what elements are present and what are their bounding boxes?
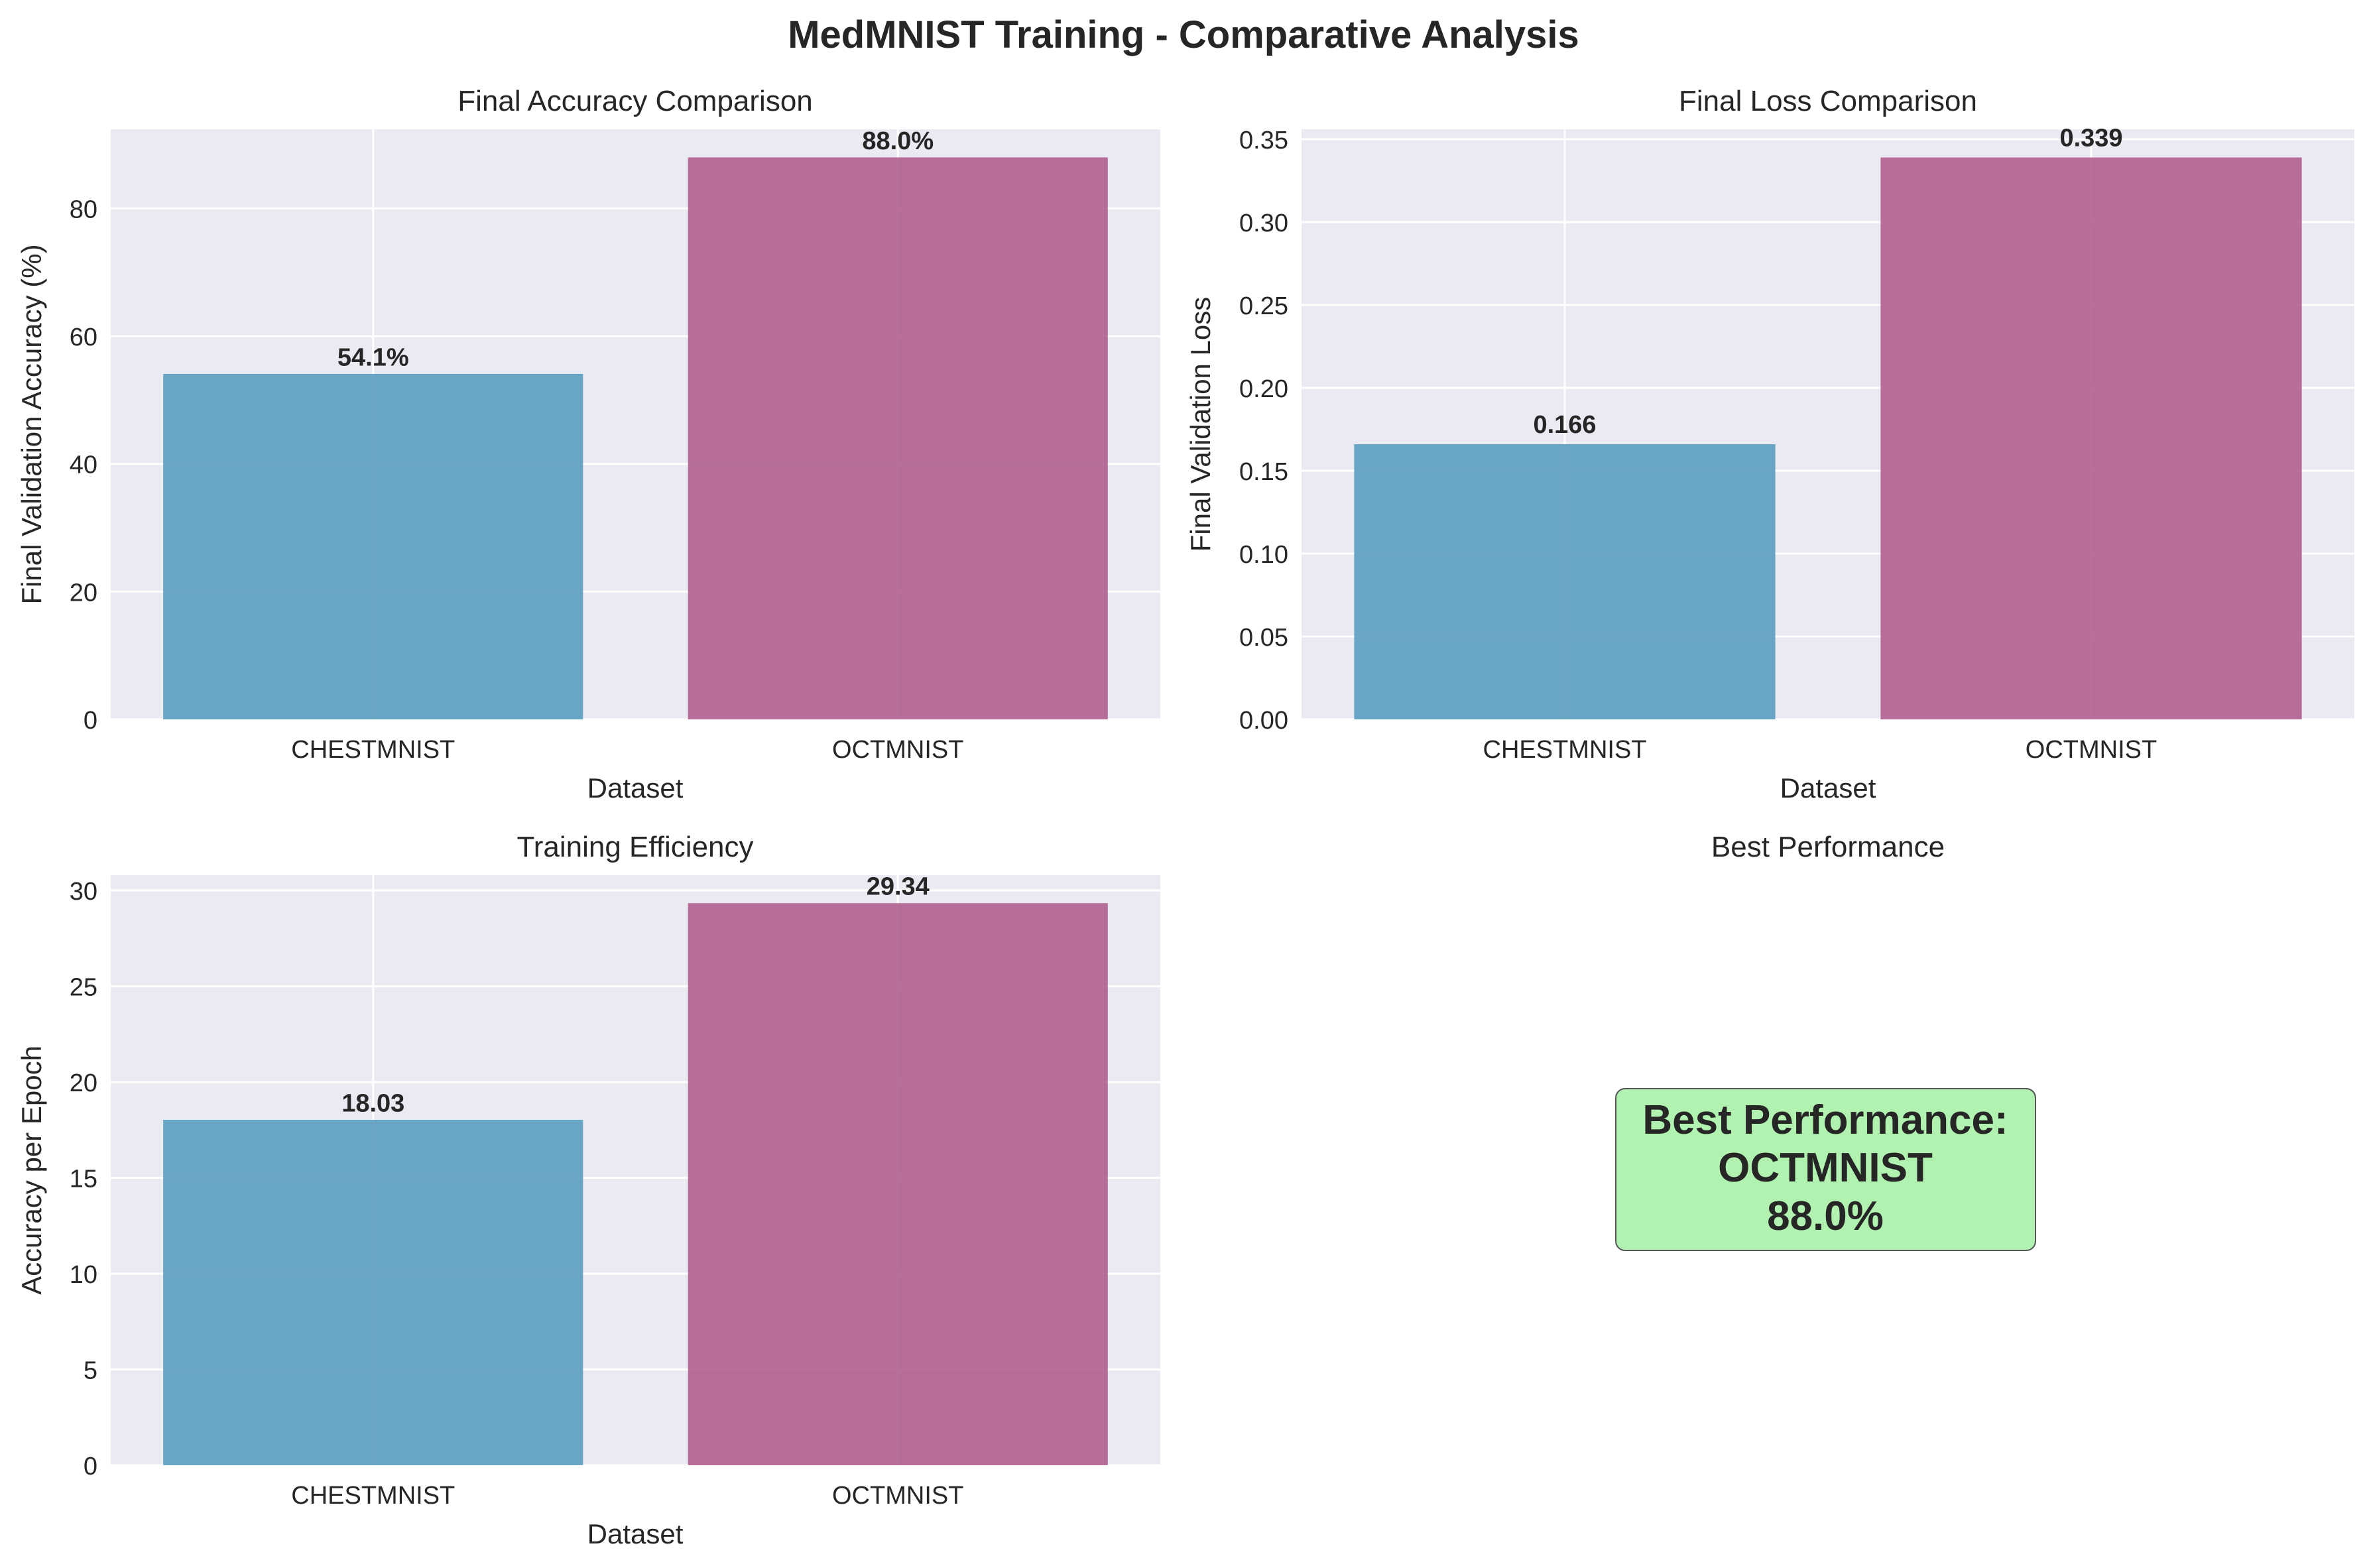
accuracy-x-axis-label: Dataset bbox=[587, 772, 684, 804]
accuracy-labels: 0 20 40 60 80 54.1% CHESTMNIST 88.0% OCTMNIST bbox=[70, 127, 964, 764]
best-performance-callout-box bbox=[1615, 1088, 2036, 1251]
bar-octmnist bbox=[1880, 157, 2302, 719]
efficiency-chart: 0 5 10 15 20 25 30 18.03 CHESTMNIST 29.34 OCTMNIST… bbox=[16, 831, 1160, 1549]
loss-chart: 0.00 0.05 0.10 0.15 0.20 0.25 0.30 0.35 0.166 CHE… bbox=[1185, 85, 2354, 804]
x-tick-label: OCTMNIST bbox=[2026, 736, 2157, 764]
y-tick-label: 0 bbox=[84, 707, 97, 735]
y-tick-label: 0.35 bbox=[1239, 127, 1288, 154]
efficiency-bars bbox=[163, 903, 1108, 1465]
y-tick-label: 15 bbox=[70, 1166, 97, 1193]
y-tick-label: 20 bbox=[70, 579, 97, 607]
bar-value-label: 29.34 bbox=[867, 873, 930, 901]
y-tick-label: 40 bbox=[70, 452, 97, 479]
accuracy-chart-title: Final Accuracy Comparison bbox=[457, 85, 813, 117]
accuracy-chart: 0 20 40 60 80 54.1% CHESTMNIST 88.0% OCTMNIST Fi… bbox=[16, 85, 1160, 804]
y-tick-label: 60 bbox=[70, 324, 97, 351]
y-tick-label: 0.05 bbox=[1239, 624, 1288, 652]
loss-labels: 0.00 0.05 0.10 0.15 0.20 0.25 0.30 0.35 0.166 CHE… bbox=[1239, 125, 2157, 764]
y-tick-label: 80 bbox=[70, 196, 97, 223]
x-tick-label: CHESTMNIST bbox=[291, 1482, 455, 1510]
y-tick-label: 0.10 bbox=[1239, 541, 1288, 569]
efficiency-labels: 0 5 10 15 20 25 30 18.03 CHESTMNIST 29.34 OCTMNIST bbox=[70, 873, 964, 1510]
x-tick-label: CHESTMNIST bbox=[291, 736, 455, 764]
bar-octmnist bbox=[688, 903, 1108, 1465]
bar-chestmnist bbox=[163, 1120, 583, 1465]
x-tick-label: CHESTMNIST bbox=[1483, 736, 1647, 764]
y-tick-label: 0.15 bbox=[1239, 458, 1288, 486]
y-tick-label: 20 bbox=[70, 1069, 97, 1097]
y-tick-label: 10 bbox=[70, 1261, 97, 1289]
loss-x-axis-label: Dataset bbox=[1780, 772, 1876, 804]
bar-chestmnist bbox=[1354, 444, 1776, 719]
best-performance-callout-line3: 88.0% bbox=[1767, 1193, 1884, 1239]
best-performance-panel: Best Performance Best Performance: OCTMN… bbox=[1615, 831, 2036, 1251]
y-tick-label: 25 bbox=[70, 974, 97, 1002]
bar-value-label: 0.339 bbox=[2059, 125, 2122, 152]
y-tick-label: 5 bbox=[84, 1357, 97, 1385]
x-tick-label: OCTMNIST bbox=[832, 736, 963, 764]
bar-value-label: 54.1% bbox=[337, 343, 409, 371]
efficiency-y-axis-label: Accuracy per Epoch bbox=[16, 1046, 47, 1295]
bar-chestmnist bbox=[163, 373, 583, 719]
y-tick-label: 0.30 bbox=[1239, 210, 1288, 237]
y-tick-label: 0.25 bbox=[1239, 292, 1288, 320]
accuracy-y-axis-label: Final Validation Accuracy (%) bbox=[16, 244, 47, 604]
efficiency-chart-title: Training Efficiency bbox=[516, 831, 753, 863]
loss-bars bbox=[1354, 157, 2302, 719]
y-tick-label: 0 bbox=[84, 1453, 97, 1480]
y-tick-label: 0.00 bbox=[1239, 707, 1288, 735]
bar-value-label: 88.0% bbox=[862, 127, 934, 155]
y-tick-label: 0.20 bbox=[1239, 375, 1288, 403]
y-tick-label: 30 bbox=[70, 878, 97, 906]
accuracy-bars bbox=[163, 157, 1108, 719]
best-performance-title: Best Performance bbox=[1711, 831, 1945, 863]
loss-y-axis-label: Final Validation Loss bbox=[1185, 297, 1216, 552]
figure-title: MedMNIST Training - Comparative Analysis bbox=[788, 13, 1579, 56]
x-tick-label: OCTMNIST bbox=[832, 1482, 963, 1510]
bar-octmnist bbox=[688, 157, 1108, 719]
best-performance-callout-line2: OCTMNIST bbox=[1718, 1145, 1933, 1191]
efficiency-x-axis-label: Dataset bbox=[587, 1518, 684, 1549]
bar-value-label: 0.166 bbox=[1533, 411, 1596, 439]
best-performance-callout-line1: Best Performance: bbox=[1642, 1097, 2008, 1143]
bar-value-label: 18.03 bbox=[341, 1090, 404, 1118]
loss-chart-title: Final Loss Comparison bbox=[1679, 85, 1977, 117]
